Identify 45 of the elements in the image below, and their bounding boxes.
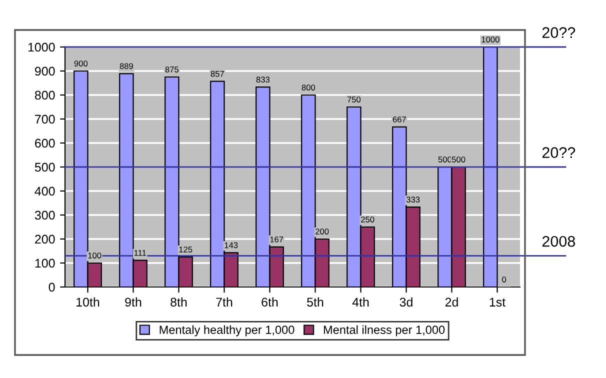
data-label: 125 <box>179 246 192 252</box>
x-tick-label: 10th <box>76 297 100 307</box>
x-tick-label: 3d <box>400 297 412 307</box>
y-tick-label: 200 <box>35 234 55 244</box>
data-label: 167 <box>270 236 284 242</box>
y-tick-label: 1000 <box>28 42 55 52</box>
y-tick-label: 0 <box>48 282 55 292</box>
legend-label: Mentaly healthy per 1,000 <box>160 325 294 336</box>
data-label: 333 <box>406 196 420 203</box>
data-label: 800 <box>302 84 316 90</box>
data-label: 143 <box>224 242 238 248</box>
x-tick-label: 5th <box>307 297 324 307</box>
data-label: 857 <box>210 70 224 77</box>
annotation: 2008 <box>542 236 576 247</box>
legend-label: Mental ilness per 1,000 <box>324 325 445 336</box>
y-tick-label: 700 <box>35 114 55 124</box>
data-label: 1000 <box>482 36 500 42</box>
annotation: 20?? <box>542 27 576 38</box>
x-tick-label: 2d <box>445 297 458 307</box>
data-label: 111 <box>134 250 146 256</box>
y-tick-label: 100 <box>35 258 55 268</box>
x-tick-label: 6th <box>262 297 278 307</box>
data-label: 0 <box>502 276 506 282</box>
annotation: 20?? <box>542 147 576 158</box>
data-label: 833 <box>256 76 270 83</box>
data-label: 200 <box>316 228 329 234</box>
data-label: 889 <box>120 63 133 70</box>
x-tick-label: 8th <box>170 297 187 307</box>
x-tick-label: 1st <box>490 298 506 307</box>
data-label: 875 <box>165 66 179 72</box>
x-tick-label: 7th <box>216 297 232 307</box>
y-tick-label: 900 <box>35 66 55 76</box>
x-tick-label: 4th <box>352 297 369 307</box>
data-label: 900 <box>74 60 88 66</box>
data-label: 250 <box>361 216 374 222</box>
data-label: 500 <box>452 156 466 162</box>
y-tick-label: 400 <box>34 186 55 196</box>
y-tick-label: 500 <box>34 162 55 172</box>
y-tick-label: 300 <box>34 210 55 220</box>
y-tick-label: 800 <box>34 90 55 100</box>
x-tick-label: 9th <box>125 297 142 307</box>
data-label: 750 <box>347 96 361 102</box>
data-label: 667 <box>392 116 406 122</box>
data-label: 100 <box>88 252 102 258</box>
y-tick-label: 600 <box>35 138 55 148</box>
